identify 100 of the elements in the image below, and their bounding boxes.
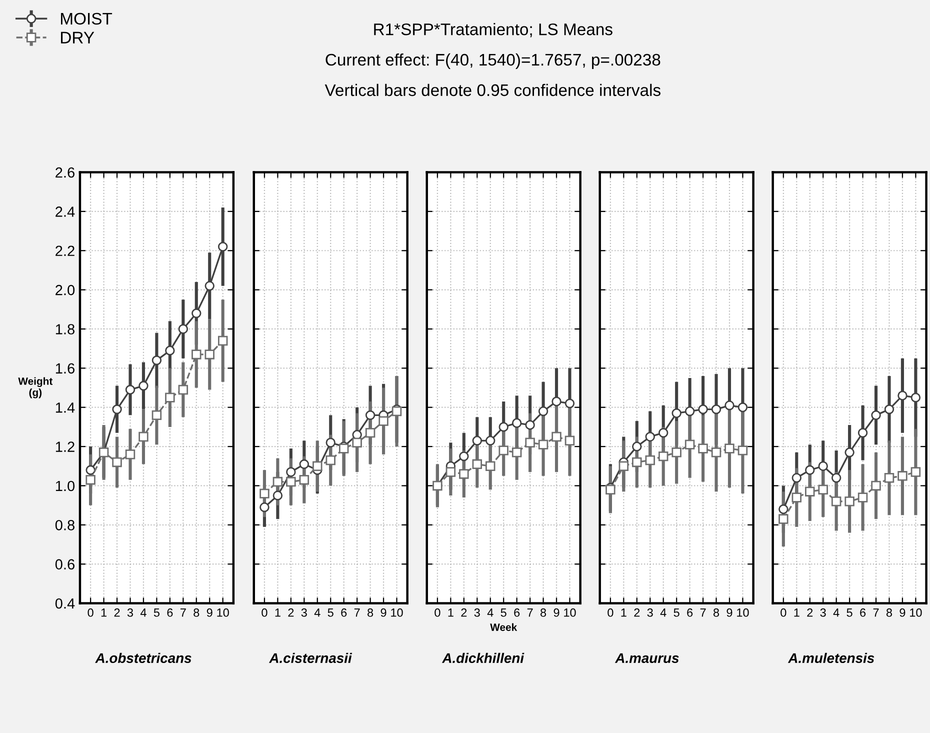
point: [218, 336, 228, 346]
point: [618, 461, 629, 471]
x-tick-label: 7: [354, 608, 360, 617]
point: [898, 390, 908, 400]
point: [711, 404, 722, 414]
point: [884, 473, 894, 483]
point: [564, 436, 575, 446]
x-tick-label: 4: [314, 608, 320, 617]
point: [86, 465, 96, 475]
point: [871, 480, 881, 491]
point: [299, 474, 310, 485]
point: [552, 396, 562, 406]
x-tick-label: 6: [860, 608, 866, 617]
point: [125, 384, 136, 395]
point: [910, 392, 921, 402]
text: A.obstetricans: [95, 652, 192, 664]
y-tick-label: 1.4: [56, 402, 75, 413]
x-tick-label: 1: [101, 608, 106, 617]
point: [352, 438, 362, 448]
text: A.cisternasii: [268, 652, 352, 664]
text: R1*SPP*Tratamiento; LS Means: [374, 23, 612, 38]
y-axis-title: Weight (g): [18, 377, 53, 398]
y-tick-label: 2.0: [56, 284, 75, 296]
point: [218, 242, 228, 252]
point: [778, 514, 788, 524]
point: [871, 410, 881, 420]
x-tick-label: 6: [687, 608, 693, 617]
point: [525, 420, 535, 430]
point: [472, 459, 482, 470]
x-tick-label: 2: [634, 608, 640, 617]
x-tick-label: 10: [391, 608, 403, 617]
x-tick-label: 9: [900, 608, 906, 617]
text: Current effect: F(40, 1540)=1.7657, p=.00238: [326, 53, 660, 69]
point: [498, 422, 508, 432]
point: [645, 432, 655, 442]
y-tick-label: 1.2: [56, 442, 74, 452]
x-tick-label: 4: [487, 608, 494, 617]
point: [564, 398, 575, 408]
point: [498, 446, 508, 456]
x-tick-label: 1: [621, 608, 626, 617]
point: [711, 448, 722, 458]
point: [299, 459, 310, 470]
point: [152, 355, 162, 366]
x-tick-label: 2: [807, 608, 813, 617]
point: [698, 444, 708, 454]
x-tick-label: 9: [726, 608, 732, 617]
text: A.muletensis: [788, 652, 874, 664]
y-tick-label: 1.8: [56, 324, 74, 334]
point: [204, 281, 214, 291]
x-tick-label: 4: [660, 608, 666, 617]
point: [165, 346, 175, 356]
x-tick-label: 8: [713, 608, 720, 617]
x-tick-label: 7: [180, 608, 186, 617]
x-tick-label: 8: [194, 608, 200, 617]
point: [898, 471, 908, 481]
point: [632, 442, 642, 452]
y-tick-label: 0.8: [55, 520, 74, 530]
point: [152, 410, 162, 420]
point: [792, 473, 802, 483]
point: [138, 432, 148, 442]
point: [112, 457, 122, 468]
x-tick-label: 3: [127, 608, 134, 617]
point: [260, 502, 270, 512]
point: [286, 476, 296, 487]
point: [512, 448, 522, 458]
point: [792, 492, 802, 502]
point: [192, 350, 202, 360]
point: [204, 350, 214, 360]
x-tick-label: 0: [780, 608, 786, 617]
point: [684, 440, 695, 450]
point: [459, 451, 469, 462]
point: [260, 488, 270, 498]
x-tick-label: 0: [608, 608, 614, 617]
x-tick-label: 8: [540, 608, 546, 617]
x-tick-label: 7: [873, 608, 879, 617]
point: [538, 440, 548, 450]
point: [818, 484, 828, 494]
x-tick-label: 9: [554, 608, 560, 617]
point: [446, 467, 456, 477]
x-tick-label: 9: [206, 608, 212, 617]
x-tick-label: 10: [217, 608, 229, 617]
point: [844, 496, 854, 506]
x-tick-label: 7: [527, 608, 533, 617]
point: [86, 474, 96, 485]
point: [884, 404, 894, 414]
x-tick-label: 1: [794, 608, 800, 617]
y-tick-label: 2.6: [56, 167, 74, 178]
point: [365, 410, 376, 420]
point: [312, 461, 322, 471]
x-tick-label: 2: [114, 608, 120, 617]
point: [272, 476, 283, 487]
point: [684, 406, 695, 416]
point: [831, 473, 842, 483]
point: [125, 450, 136, 460]
y-tick-label: 2.2: [56, 246, 74, 256]
x-tick-label: 1: [448, 608, 454, 617]
y-tick-label: 2.4: [56, 206, 75, 217]
point: [326, 455, 336, 466]
point: [658, 428, 668, 438]
x-tick-label: 9: [380, 608, 386, 617]
